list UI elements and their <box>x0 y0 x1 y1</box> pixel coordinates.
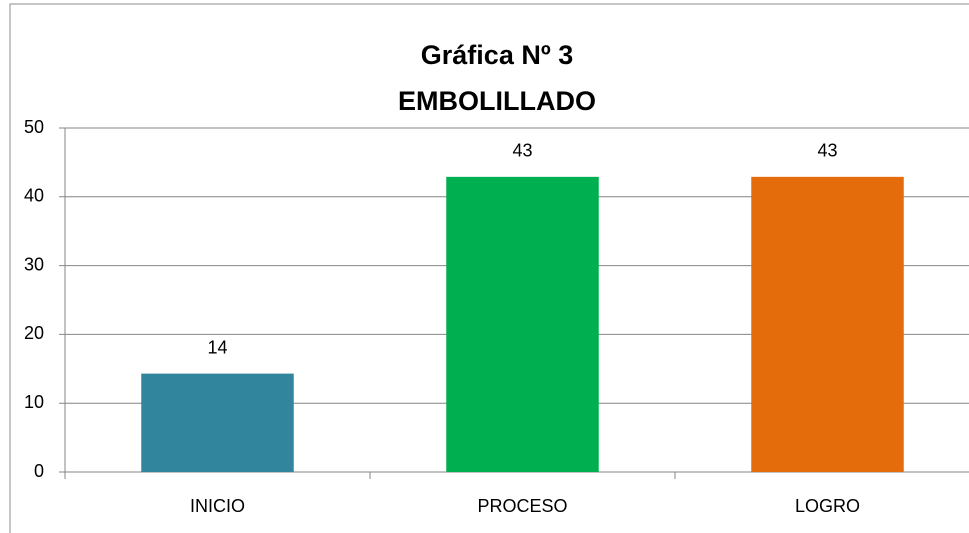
y-tick-label: 0 <box>34 461 44 481</box>
y-tick-label: 30 <box>24 254 44 274</box>
chart-title: Gráfica Nº 3 <box>421 40 573 70</box>
data-label: 43 <box>817 141 837 161</box>
x-tick-label: PROCESO <box>477 496 567 516</box>
chart-title: EMBOLILLADO <box>398 86 596 116</box>
data-label: 43 <box>512 141 532 161</box>
x-tick-label: INICIO <box>190 496 245 516</box>
bar <box>751 176 904 472</box>
bar <box>446 176 599 472</box>
y-tick-label: 40 <box>24 186 44 206</box>
data-label: 14 <box>207 337 227 357</box>
y-tick-label: 50 <box>24 117 44 137</box>
bar <box>141 373 294 472</box>
y-tick-label: 10 <box>24 392 44 412</box>
y-tick-label: 20 <box>24 323 44 343</box>
x-tick-label: LOGRO <box>795 496 860 516</box>
